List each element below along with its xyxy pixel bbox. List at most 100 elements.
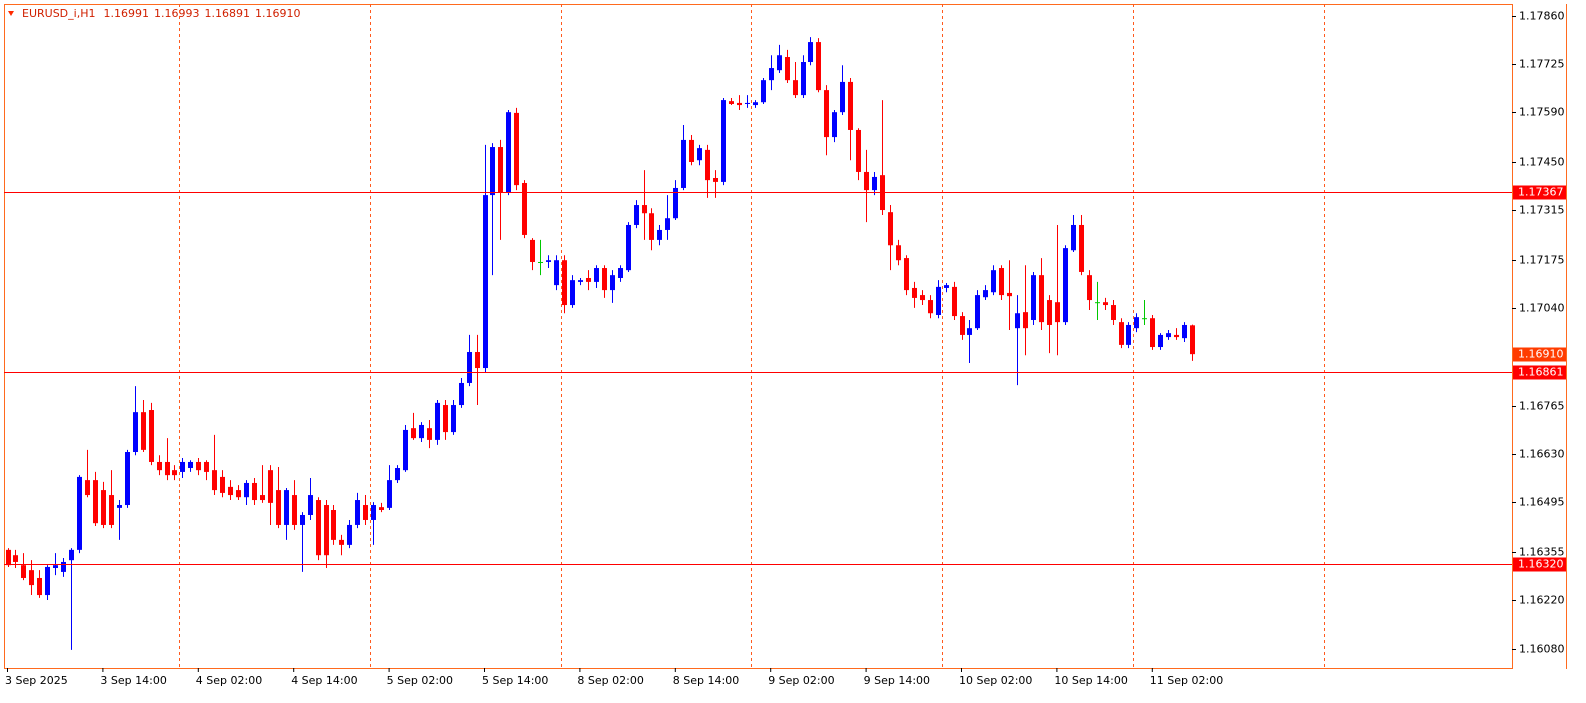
- candle-body: [1095, 302, 1100, 304]
- candle-body: [435, 402, 440, 440]
- candle-body: [228, 486, 233, 496]
- candle-body: [1031, 275, 1036, 320]
- candle-body: [141, 412, 146, 450]
- candle-body: [649, 213, 654, 240]
- candle-body: [37, 577, 42, 596]
- candle-body: [816, 42, 821, 91]
- last-price-box: [1513, 347, 1566, 362]
- candle-body: [689, 139, 694, 162]
- candle-body: [1142, 318, 1147, 320]
- candle-body: [681, 139, 686, 188]
- candle-body: [602, 268, 607, 291]
- candle-body: [220, 476, 225, 493]
- candle-body: [475, 352, 480, 369]
- candle-body: [610, 275, 615, 291]
- candle-body: [785, 57, 790, 81]
- candle-body: [324, 505, 329, 556]
- candle-body: [705, 149, 710, 181]
- candle-body: [109, 495, 114, 525]
- candle-body: [21, 565, 26, 578]
- candle-body: [848, 81, 853, 130]
- candle-body: [920, 295, 925, 301]
- level-box: [1513, 365, 1566, 380]
- x-tick-label: 3 Sep 14:00: [100, 674, 166, 687]
- candle-body: [1071, 224, 1076, 251]
- candle-body: [443, 405, 448, 433]
- candle-body: [665, 218, 670, 230]
- plot-frame: [4, 4, 1513, 669]
- x-tick-label: 9 Sep 02:00: [768, 674, 834, 687]
- candle-body: [657, 229, 662, 240]
- candle-body: [824, 90, 829, 138]
- y-tick-label: 1.16080: [1519, 643, 1565, 656]
- candle-body: [1158, 334, 1163, 348]
- candle-body: [737, 102, 742, 106]
- y-tick-label: 1.17450: [1519, 156, 1565, 169]
- candle-body: [419, 424, 424, 439]
- candle-body: [133, 412, 138, 453]
- candle-body: [634, 205, 639, 225]
- candle-body: [983, 290, 988, 298]
- candle-body: [236, 490, 241, 498]
- candle-body: [936, 286, 941, 316]
- header: EURUSD_i,H1 1.16991 1.16993 1.16891 1.16910: [22, 7, 300, 20]
- header-close: 1.16910: [255, 7, 301, 20]
- candle-body: [61, 561, 66, 572]
- candle-body: [538, 261, 543, 263]
- candle-body: [29, 570, 34, 586]
- header-arrow: [8, 11, 14, 16]
- candle-body: [761, 80, 766, 103]
- candle-body: [872, 176, 877, 191]
- candle-body: [284, 490, 289, 525]
- y-tick-label: 1.16765: [1519, 400, 1565, 413]
- x-tick-label: 4 Sep 14:00: [291, 674, 357, 687]
- candle-body: [578, 280, 583, 282]
- candle-body: [896, 245, 901, 261]
- candle-body: [753, 102, 758, 106]
- x-tick-label: 4 Sep 02:00: [196, 674, 262, 687]
- y-tick-label: 1.16630: [1519, 448, 1565, 461]
- header-open: 1.16991: [103, 7, 149, 20]
- candle-body: [196, 461, 201, 471]
- y-tick-label: 1.17315: [1519, 204, 1565, 217]
- candle-body: [165, 461, 170, 476]
- candle-body: [459, 382, 464, 406]
- candle-body: [117, 505, 122, 508]
- candle-body: [777, 55, 782, 71]
- candle-body: [856, 129, 861, 172]
- candle-body: [292, 495, 297, 525]
- x-tick-label: 5 Sep 14:00: [482, 674, 548, 687]
- candle-body: [85, 480, 90, 496]
- candle-body: [713, 178, 718, 182]
- candle-body: [642, 205, 647, 214]
- candle-body: [101, 490, 106, 525]
- candle-body: [832, 112, 837, 138]
- candle-body: [864, 171, 869, 191]
- candle-body: [944, 285, 949, 288]
- candle-body: [904, 258, 909, 291]
- candle-body: [371, 505, 376, 520]
- candle-body: [594, 268, 599, 282]
- last-price-label: 1.16910: [1518, 348, 1564, 361]
- candle-body: [172, 470, 177, 476]
- candle-body: [1103, 302, 1108, 306]
- candle-body: [1166, 333, 1171, 338]
- candle-body: [331, 510, 336, 540]
- candle-body: [570, 280, 575, 306]
- candle-body: [53, 565, 58, 569]
- candle-body: [1182, 324, 1187, 339]
- y-tick-label: 1.17590: [1519, 106, 1565, 119]
- symbol: EURUSD_i,H1: [22, 7, 95, 20]
- candle-body: [1119, 322, 1124, 345]
- candle-body: [530, 239, 535, 262]
- x-tick-label: 8 Sep 14:00: [673, 674, 739, 687]
- candle-body: [522, 182, 527, 235]
- x-tick-label: 10 Sep 02:00: [959, 674, 1032, 687]
- candle-body: [363, 505, 368, 520]
- candle-body: [427, 428, 432, 440]
- candle-body: [483, 195, 488, 369]
- candle-body: [355, 500, 360, 525]
- candle-body: [1087, 275, 1092, 301]
- candle-body: [308, 495, 313, 515]
